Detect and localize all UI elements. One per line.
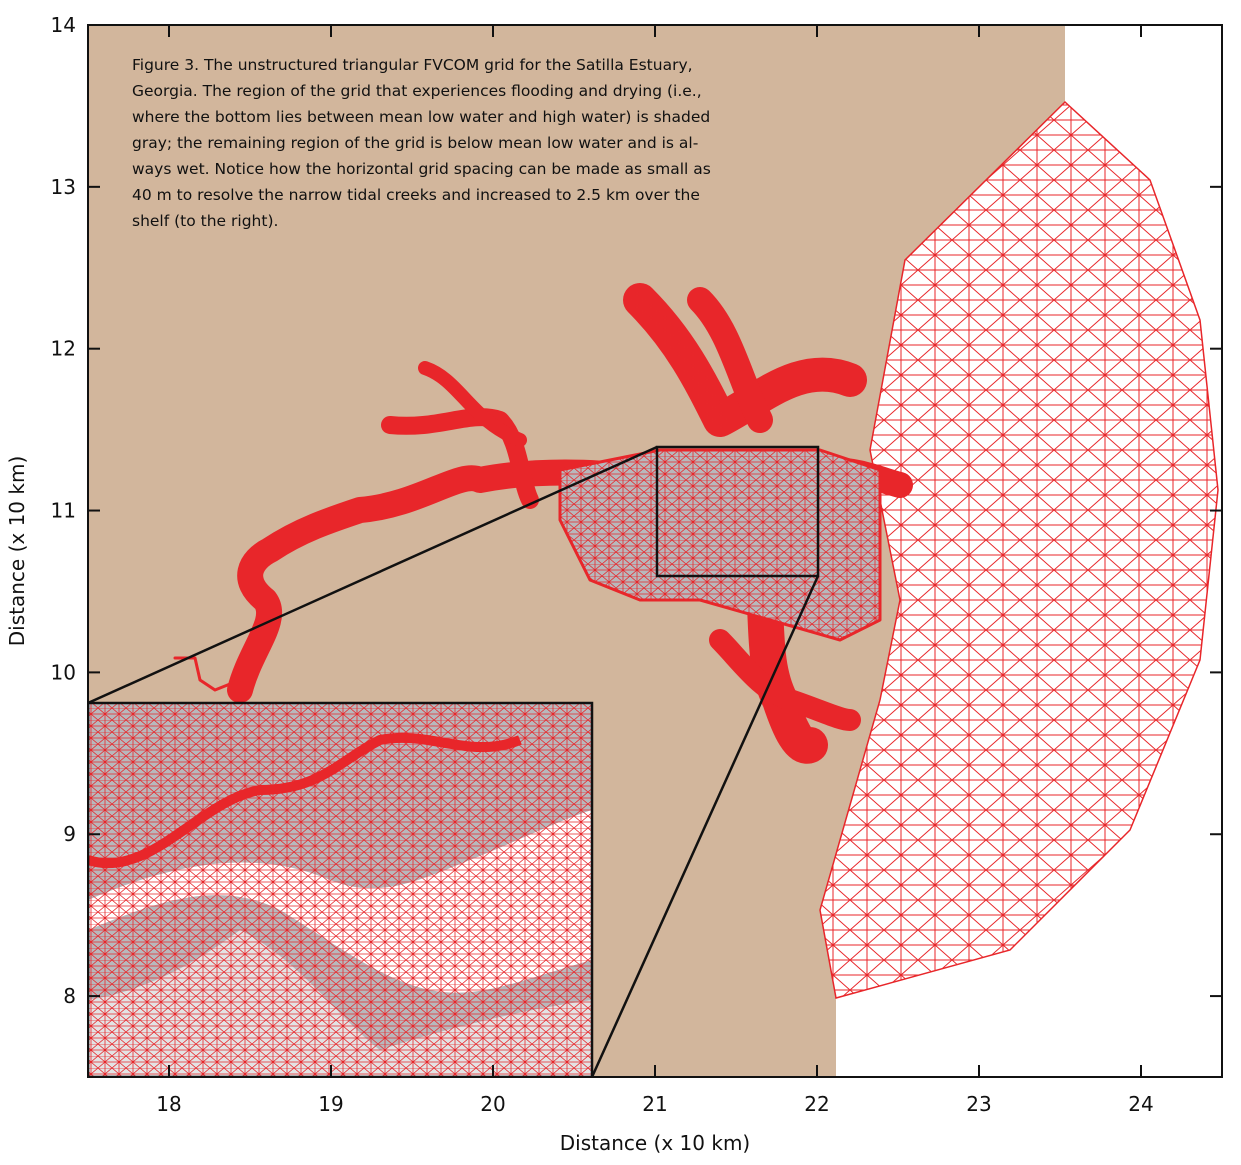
y-tick-label: 10 [51,660,76,684]
chart: Figure 3. The unstructured triangular FV… [0,0,1241,1161]
x-axis-label: Distance (x 10 km) [560,1131,750,1155]
x-tick-label: 21 [642,1092,667,1116]
y-tick-label: 11 [51,499,76,523]
inset [88,703,592,1077]
caption-line: ways wet. Notice how the horizontal grid… [132,160,711,178]
x-tick-label: 22 [804,1092,829,1116]
caption-line: shelf (to the right). [132,212,278,230]
x-tick-label: 20 [480,1092,505,1116]
caption-line: Georgia. The region of the grid that exp… [132,82,702,100]
x-tick-label: 24 [1128,1092,1153,1116]
y-tick-label: 8 [63,984,76,1008]
caption-line: where the bottom lies between mean low w… [132,108,710,126]
map [88,25,1218,1077]
caption: Figure 3. The unstructured triangular FV… [132,56,711,230]
y-tick-label: 14 [51,13,76,37]
caption-line: Figure 3. The unstructured triangular FV… [132,56,693,74]
y-axis-label: Distance (x 10 km) [5,456,29,646]
x-tick-label: 19 [318,1092,343,1116]
caption-line: 40 m to resolve the narrow tidal creeks … [132,186,700,204]
y-tick-label: 9 [63,822,76,846]
y-tick-label: 13 [51,175,76,199]
caption-line: gray; the remaining region of the grid i… [132,134,698,152]
x-tick-label: 23 [966,1092,991,1116]
x-tick-label: 18 [156,1092,181,1116]
y-tick-label: 12 [51,337,76,361]
